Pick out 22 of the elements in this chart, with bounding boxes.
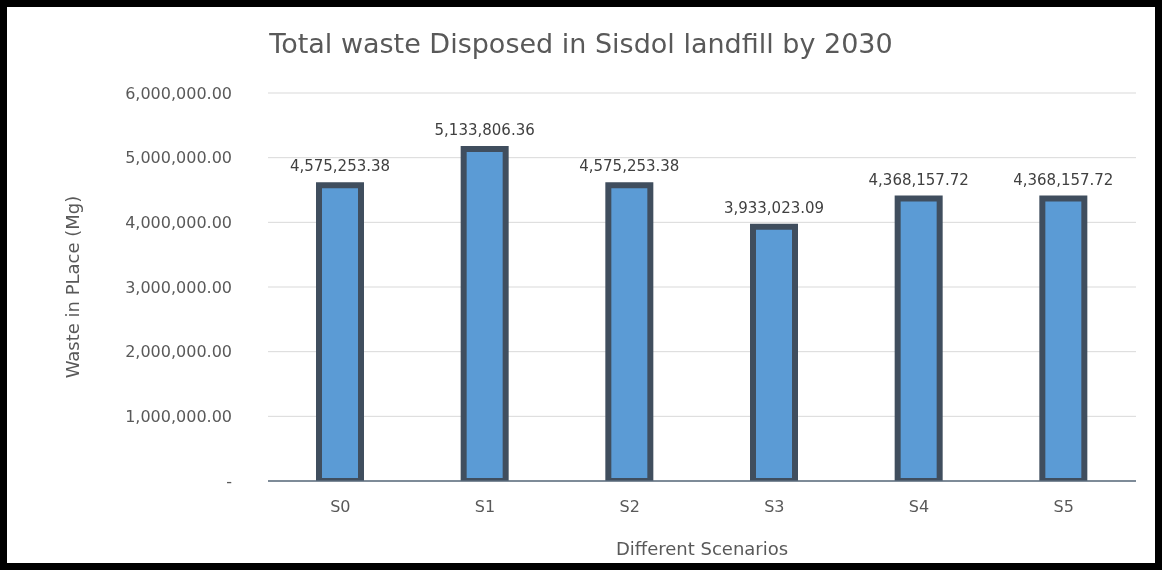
y-tick-label: 5,000,000.00: [125, 148, 232, 168]
data-label: 4,575,253.38: [289, 157, 391, 176]
x-tick-label: S3: [764, 497, 785, 517]
data-label: 4,575,253.38: [579, 157, 680, 176]
data-label: 4,368,157.72: [868, 170, 969, 189]
data-label: 3,933,023.09: [723, 198, 825, 217]
x-axis-title: Different Scenarios: [615, 538, 789, 559]
data-label: 4,368,157.72: [1013, 170, 1114, 189]
x-tick-label: S1: [474, 497, 496, 517]
y-tick-label: 4,000,000.00: [125, 213, 232, 233]
y-tick-label: 3,000,000.00: [125, 277, 232, 297]
x-tick-label: S2: [619, 497, 640, 517]
x-tick-label: S5: [1053, 497, 1074, 517]
y-tick-label: 6,000,000.00: [125, 83, 232, 103]
x-tick-label: S4: [908, 497, 930, 517]
chart-title: Total waste Disposed in Sisdol landfill by 2030: [268, 27, 894, 61]
data-label: 5,133,806.36: [434, 121, 535, 140]
y-tick-label: 1,000,000.00: [125, 407, 232, 427]
y-tick-label: 2,000,000.00: [125, 342, 232, 362]
x-tick-label: S0: [330, 497, 351, 517]
y-tick-label: -: [226, 471, 232, 491]
y-axis-title: Waste in PLace (Mg): [61, 195, 83, 379]
